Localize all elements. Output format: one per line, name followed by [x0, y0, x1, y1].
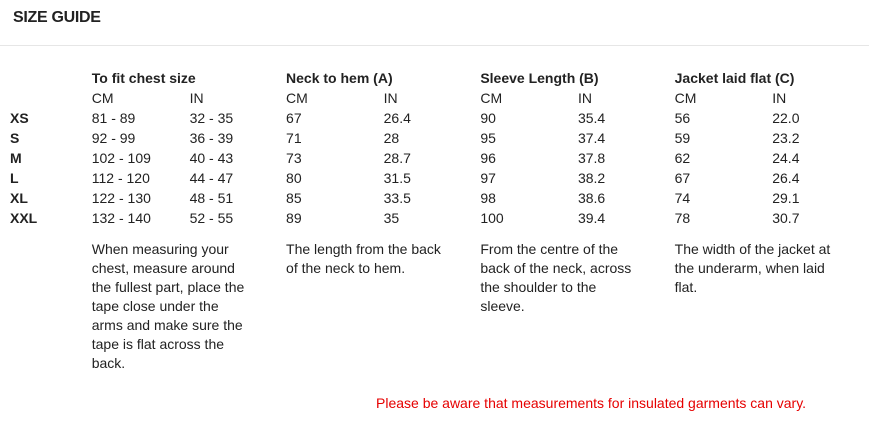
- table-cell: 30.7: [772, 210, 800, 226]
- size-label: XS: [10, 110, 29, 126]
- group-header: To fit chest size: [91, 70, 196, 86]
- table-cell: 56: [674, 110, 691, 126]
- unit-header-row: CM IN CM IN CM IN CM IN: [10, 88, 869, 108]
- table-cell: 98: [480, 190, 496, 206]
- table-cell: 36 - 39: [189, 130, 234, 146]
- description: From the centre of the back of the neck,…: [480, 241, 632, 314]
- group-header-row: To fit chest size Neck to hem (A) Sleeve L…: [10, 68, 869, 88]
- divider: [0, 45, 869, 46]
- table-cell: 37.4: [577, 130, 606, 146]
- description: When measuring your chest, measure aroun…: [91, 241, 245, 371]
- table-cell: 39.4: [577, 210, 606, 226]
- table-cell: 24.4: [772, 150, 800, 166]
- table-cell: 52 - 55: [189, 210, 234, 226]
- table-cell: 96: [480, 150, 496, 166]
- table-cell: 92 - 99: [91, 130, 136, 146]
- insulated-note: Please be aware that measurements for in…: [376, 395, 807, 411]
- unit-cm: CM: [91, 90, 114, 106]
- table-cell: 31.5: [383, 170, 411, 186]
- size-label: S: [10, 130, 20, 146]
- table-cell: 33.5: [383, 190, 411, 206]
- table-cell: 23.2: [772, 130, 800, 146]
- table-cell: 26.4: [772, 170, 800, 186]
- table-cell: 74: [674, 190, 691, 206]
- table-cell: 28.7: [383, 150, 411, 166]
- table-cell: 29.1: [772, 190, 800, 206]
- unit-in: IN: [189, 90, 204, 106]
- unit-cm: CM: [286, 90, 308, 106]
- table-cell: 100: [480, 210, 504, 226]
- size-label: L: [10, 170, 19, 186]
- table-cell: 35: [383, 210, 400, 226]
- table-cell: 71: [286, 130, 302, 146]
- unit-in: IN: [383, 90, 398, 106]
- table-cell: 37.8: [577, 150, 606, 166]
- table-cell: 67: [674, 170, 691, 186]
- table-cell: 89: [286, 210, 302, 226]
- table-cell: 32 - 35: [189, 110, 234, 126]
- size-table: To fit chest size Neck to hem (A) Sleeve L…: [10, 68, 869, 373]
- table-cell: 48 - 51: [189, 190, 234, 206]
- group-header: Neck to hem (A): [286, 70, 393, 86]
- group-header: Sleeve Length (B): [480, 70, 599, 86]
- table-cell: 38.6: [577, 190, 606, 206]
- table-cell: 132 - 140: [91, 210, 151, 226]
- description: The width of the jacket at the underarm,…: [674, 241, 831, 295]
- page-title: SIZE GUIDE: [13, 9, 101, 26]
- unit-in: IN: [577, 90, 592, 106]
- table-cell: 22.0: [772, 110, 800, 126]
- table-cell: 90: [480, 110, 496, 126]
- table-cell: 81 - 89: [91, 110, 136, 126]
- table-row: XL 122 - 130 48 - 51 85 33.5 98 38.6 74 29.1: [10, 188, 869, 208]
- size-label: XXL: [10, 210, 38, 226]
- table-cell: 26.4: [383, 110, 411, 126]
- table-cell: 38.2: [577, 170, 606, 186]
- table-cell: 28: [383, 130, 400, 146]
- unit-cm: CM: [674, 90, 697, 106]
- size-label: XL: [10, 190, 28, 206]
- group-header: Jacket laid flat (C): [674, 70, 795, 86]
- table-cell: 102 - 109: [91, 150, 151, 166]
- table-cell: 59: [674, 130, 691, 146]
- table-cell: 78: [674, 210, 691, 226]
- table-cell: 80: [286, 170, 302, 186]
- table-cell: 95: [480, 130, 496, 146]
- table-cell: 122 - 130: [91, 190, 151, 206]
- description-row: When measuring your chest, measure aroun…: [10, 228, 869, 373]
- description: The length from the back of the neck to …: [286, 241, 441, 276]
- table-cell: 62: [674, 150, 691, 166]
- table-row: L 112 - 120 44 - 47 80 31.5 97 38.2 67 26.4: [10, 168, 869, 188]
- table-cell: 73: [286, 150, 302, 166]
- table-row: XXL 132 - 140 52 - 55 89 35 100 39.4 78 30.7: [10, 208, 869, 228]
- table-cell: 67: [286, 110, 302, 126]
- unit-cm: CM: [480, 90, 503, 106]
- table-cell: 112 - 120: [91, 170, 150, 186]
- table-row: XS 81 - 89 32 - 35 67 26.4 90 35.4 56 22.0: [10, 108, 869, 128]
- table-row: S 92 - 99 36 - 39 71 28 95 37.4 59 23.2: [10, 128, 869, 148]
- table-cell: 97: [480, 170, 496, 186]
- table-row: M 102 - 109 40 - 43 73 28.7 96 37.8 62 24.4: [10, 148, 869, 168]
- table-cell: 35.4: [577, 110, 606, 126]
- table-cell: 44 - 47: [189, 170, 234, 186]
- table-cell: 40 - 43: [189, 150, 234, 166]
- size-label: M: [10, 150, 22, 166]
- unit-in: IN: [772, 90, 787, 106]
- table-cell: 85: [286, 190, 302, 206]
